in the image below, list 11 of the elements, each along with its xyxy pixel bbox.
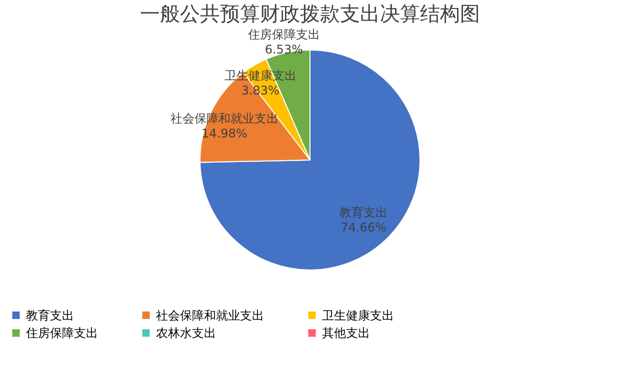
data-label: 6.53% bbox=[264, 42, 303, 57]
legend-label: 教育支出 bbox=[26, 308, 74, 322]
legend-label: 卫生健康支出 bbox=[322, 308, 394, 322]
legend-label: 社会保障和就业支出 bbox=[156, 308, 264, 322]
legend-label: 住房保障支出 bbox=[25, 326, 98, 340]
slice-label: 教育支出 bbox=[340, 205, 388, 220]
legend-label: 农林水支出 bbox=[156, 326, 216, 340]
slice-label: 住房保障支出 bbox=[246, 28, 320, 42]
chart-title: 一般公共预算财政拨款支出决算结构图 bbox=[140, 2, 480, 26]
legend-label: 其他支出 bbox=[322, 326, 370, 340]
data-label: 74.66% bbox=[340, 220, 386, 234]
